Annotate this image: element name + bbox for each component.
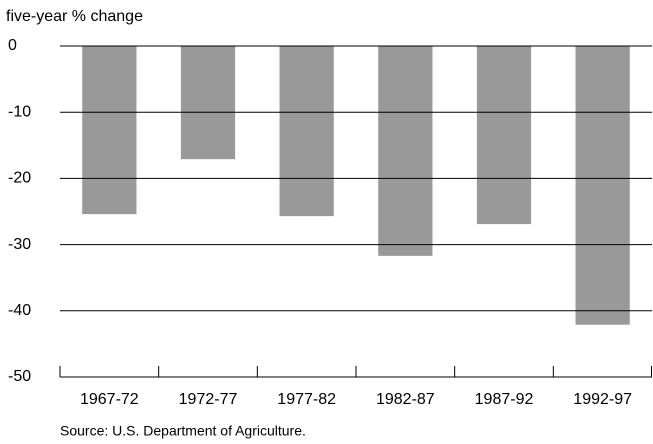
- bar: [476, 46, 532, 225]
- x-tick-label: 1972-77: [179, 391, 238, 408]
- y-tick-label: -40: [8, 302, 31, 319]
- x-tick-label: 1977-82: [277, 391, 336, 408]
- y-tick-label: -50: [8, 368, 31, 385]
- bar: [378, 46, 433, 256]
- y-tick-label: -30: [8, 236, 31, 253]
- source-note: Source: U.S. Department of Agriculture.: [60, 423, 306, 439]
- y-tick-label: 0: [8, 37, 17, 54]
- x-tick-label: 1982-87: [376, 391, 435, 408]
- bar: [82, 46, 137, 215]
- y-tick-label: -10: [8, 103, 31, 120]
- x-tick-label: 1987-92: [475, 391, 534, 408]
- bar: [279, 46, 334, 217]
- x-tick-label: 1992-97: [573, 391, 632, 408]
- bar: [180, 46, 236, 160]
- y-axis-label: five-year % change: [6, 8, 143, 25]
- x-tick-label: 1967-72: [80, 391, 139, 408]
- y-tick-label: -20: [8, 170, 31, 187]
- bar: [575, 46, 630, 325]
